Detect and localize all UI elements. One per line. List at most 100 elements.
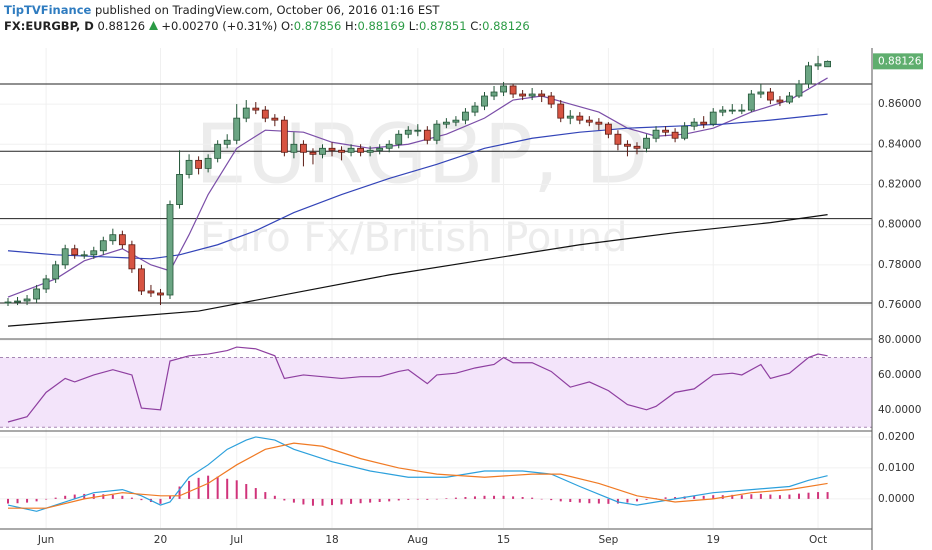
macd-histogram-bar <box>159 498 162 504</box>
candle-body <box>547 95 555 105</box>
macd-histogram-bar <box>169 495 172 499</box>
macd-histogram-bar <box>35 498 38 502</box>
candle-body <box>776 99 784 103</box>
macd-histogram-bar <box>473 496 476 499</box>
macd-histogram-bar <box>359 498 362 504</box>
candle-body <box>643 137 650 149</box>
macd-histogram-bar <box>731 494 734 499</box>
macd-histogram-bar <box>483 495 486 499</box>
candle-body <box>118 234 126 246</box>
macd-histogram-bar <box>130 497 133 499</box>
macd-histogram-bar <box>740 495 743 499</box>
macd-histogram-bar <box>188 480 191 499</box>
rsi-band <box>0 357 872 428</box>
y-tick-label: 0.80000 <box>878 219 921 231</box>
macd-histogram-bar <box>664 497 667 499</box>
candle-body <box>433 123 441 141</box>
candle-body <box>280 119 288 153</box>
candle-body <box>490 91 498 97</box>
candle-body <box>614 133 622 145</box>
candle-body <box>442 121 450 125</box>
y-tick-label: 0.76000 <box>878 299 921 311</box>
candle-body <box>157 292 164 296</box>
macd-histogram-bar <box>702 495 705 499</box>
y-tick-label: 0.0000 <box>878 493 915 505</box>
macd-histogram-bar <box>607 498 610 504</box>
macd-histogram-bar <box>7 498 9 504</box>
candle-body <box>252 107 260 111</box>
price-label: 0.88126 <box>878 55 922 67</box>
candle-body <box>662 129 669 133</box>
candle-body <box>786 95 793 103</box>
macd-histogram-bar <box>16 498 19 504</box>
candle-body <box>566 115 574 119</box>
candle-body <box>4 301 12 304</box>
candle-body <box>681 125 689 139</box>
macd-line <box>7 436 828 512</box>
macd-histogram-bar <box>397 498 400 501</box>
macd-histogram-bar <box>73 494 76 499</box>
macd-histogram-bar <box>331 498 334 506</box>
candle-body <box>824 60 831 68</box>
candle-body <box>109 234 117 242</box>
candle-body <box>795 83 803 97</box>
macd-histogram-bar <box>445 498 448 499</box>
x-tick-label: 20 <box>154 534 167 546</box>
candle-body <box>719 109 727 113</box>
macd-histogram-bar <box>550 498 553 501</box>
candle-body <box>671 131 679 139</box>
macd-histogram-bar <box>569 498 572 502</box>
y-tick-label: 60.0000 <box>878 369 921 381</box>
candle-body <box>328 147 336 151</box>
x-tick-label: Aug <box>408 534 429 546</box>
candle-body <box>805 65 812 85</box>
macd-histogram-bar <box>235 480 238 499</box>
candle-body <box>147 290 155 294</box>
open-label: O: <box>281 19 294 33</box>
macd-histogram-bar <box>817 492 820 499</box>
macd-histogram-bar <box>140 498 143 501</box>
candle-body <box>557 103 565 119</box>
macd-histogram-bar <box>340 498 343 505</box>
candle-body <box>128 244 136 270</box>
macd-histogram-bar <box>226 478 229 499</box>
candle-body <box>99 240 107 252</box>
candle-body <box>481 95 488 107</box>
candle-body <box>576 115 584 121</box>
x-tick-label: 18 <box>325 534 338 546</box>
macd-histogram-bar <box>254 488 257 499</box>
candle-body <box>500 85 507 93</box>
candle-body <box>42 278 50 290</box>
macd-histogram-bar <box>178 486 181 499</box>
macd-histogram-bar <box>788 494 791 499</box>
macd-histogram-bar <box>693 495 696 499</box>
candle-body <box>624 143 631 147</box>
candle-body <box>242 107 250 119</box>
x-tick-label: 15 <box>497 534 510 546</box>
candle-body <box>138 268 145 292</box>
macd-histogram-bar <box>578 498 581 503</box>
y-tick-label: 0.0200 <box>878 431 915 443</box>
candle-body <box>738 109 746 112</box>
candle-body <box>233 117 241 141</box>
x-tick-label: Oct <box>809 534 827 546</box>
price-label-box <box>873 53 923 70</box>
macd-histogram-bar <box>197 477 200 499</box>
y-tick-label: 0.0100 <box>878 462 915 474</box>
macd-histogram-bar <box>588 498 591 504</box>
candle-body <box>80 254 88 257</box>
rsi-line <box>7 346 828 423</box>
header-line-2: FX:EURGBP, D 0.88126 +0.00270 (+0.31%) O… <box>4 18 530 34</box>
header: TipTVFinance published on TradingView.co… <box>4 2 530 34</box>
watermark-name: Euro Fx/British Pound <box>200 215 628 261</box>
macd-histogram-bar <box>378 498 381 502</box>
candle-body <box>261 109 269 119</box>
macd-histogram-bar <box>283 498 286 501</box>
close-label: C: <box>470 19 483 33</box>
candle-body <box>471 105 479 113</box>
author[interactable]: TipTVFinance <box>4 3 92 17</box>
header-line-1: TipTVFinance published on TradingView.co… <box>4 2 530 18</box>
candle-body <box>404 129 412 135</box>
candle-body <box>14 300 21 303</box>
